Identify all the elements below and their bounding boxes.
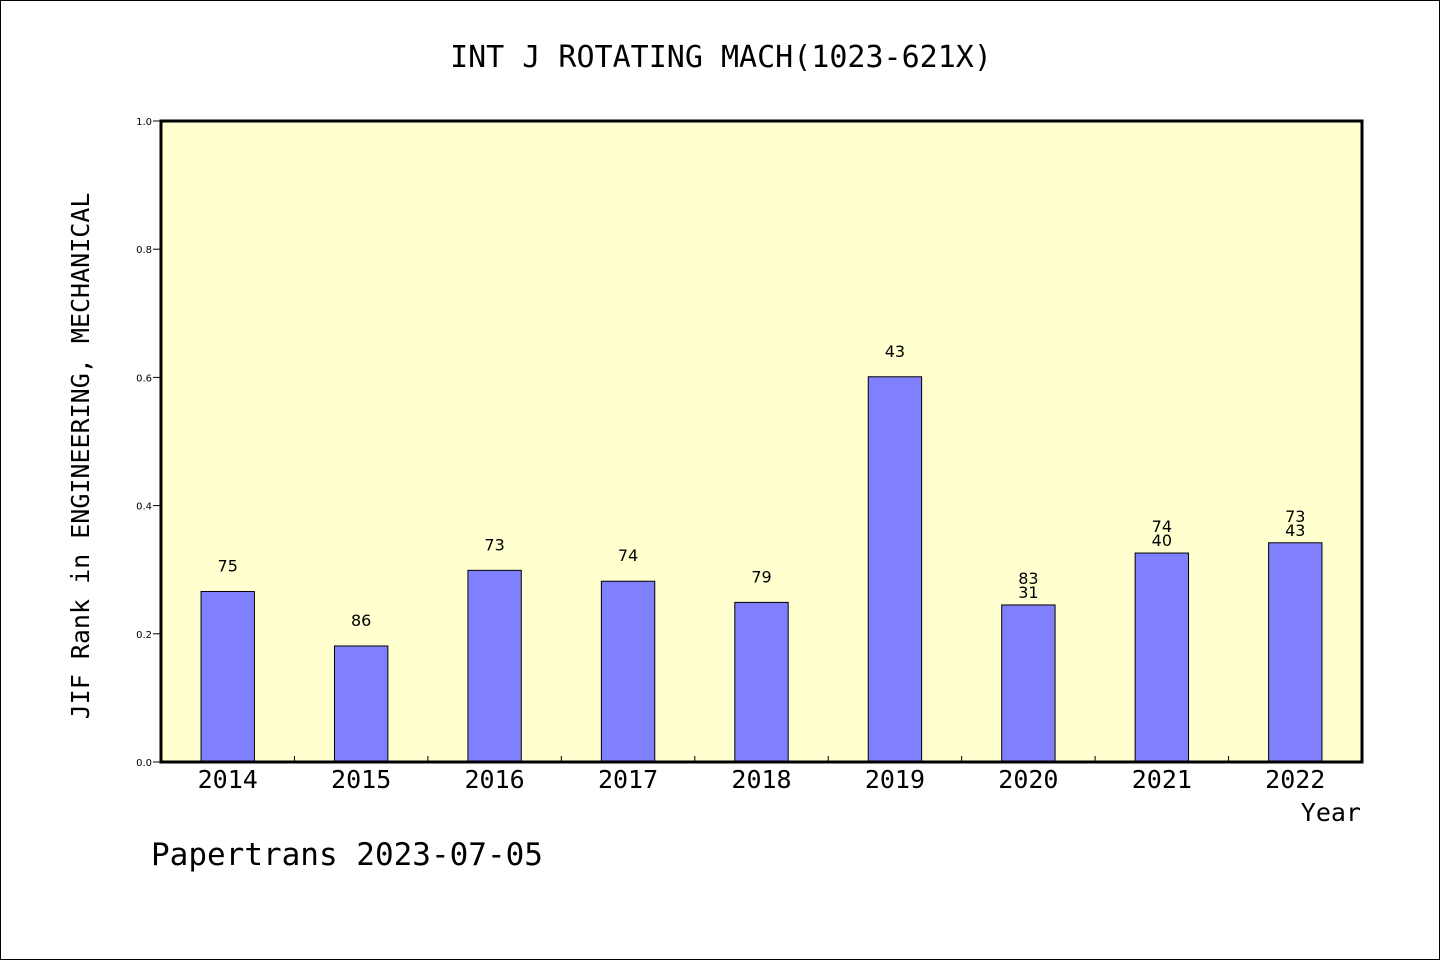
x-tick-label: 2015 (331, 765, 391, 794)
data-label: 43 (885, 342, 905, 361)
bar-2016 (467, 569, 522, 763)
bar-2015 (333, 645, 389, 763)
data-label: 73 (484, 535, 504, 554)
y-tick-label: 1.0 (136, 117, 152, 128)
data-label: 75 (218, 556, 238, 575)
footer-watermark: Papertrans 2023-07-05 (151, 837, 543, 873)
x-tick-label: 2019 (865, 765, 925, 794)
data-label: 43 (1285, 521, 1305, 540)
data-label: 74 (618, 546, 638, 565)
x-tick-label: 2017 (598, 765, 658, 794)
y-axis-label: JIF Rank in ENGINEERING, MECHANICAL (66, 193, 95, 720)
x-axis-label: Year (1301, 798, 1361, 827)
y-tick-label: 0.6 (136, 373, 152, 384)
x-tick-label: 2018 (731, 765, 791, 794)
x-tick-label: 2016 (465, 765, 525, 794)
bar-2020 (1001, 604, 1056, 763)
data-label: 74 (1152, 517, 1172, 536)
bar-2019 (867, 376, 923, 763)
data-label: 73 (1285, 507, 1305, 526)
bars (200, 376, 1323, 763)
data-label: 31 (1018, 583, 1038, 602)
bar-2014 (200, 590, 255, 763)
y-tick-label: 0.0 (136, 758, 152, 769)
data-label: 79 (751, 567, 771, 586)
x-tick-label: 2020 (998, 765, 1058, 794)
y-axis-ticks: 0.0 0.2 0.4 0.6 0.8 1.0 (136, 117, 161, 769)
x-tick-label: 2014 (198, 765, 258, 794)
bar-2017 (600, 580, 656, 763)
y-tick-label: 0.4 (136, 502, 152, 513)
bar-2022 (1268, 542, 1323, 763)
bar-2021 (1134, 552, 1190, 763)
chart-title: INT J ROTATING MACH(1023-621X) (450, 40, 992, 75)
bar-2018 (734, 601, 789, 763)
data-label: 40 (1152, 531, 1172, 550)
y-tick-label: 0.8 (136, 245, 152, 256)
data-label: 83 (1018, 569, 1038, 588)
data-label: 86 (351, 611, 371, 630)
x-axis-ticks: 2014 2015 2016 2017 2018 2019 2020 2021 2022 (198, 756, 1325, 794)
y-tick-label: 0.2 (136, 630, 152, 641)
plot-border (159, 119, 1364, 764)
x-tick-label: 2022 (1265, 765, 1325, 794)
x-tick-label: 2021 (1132, 765, 1192, 794)
